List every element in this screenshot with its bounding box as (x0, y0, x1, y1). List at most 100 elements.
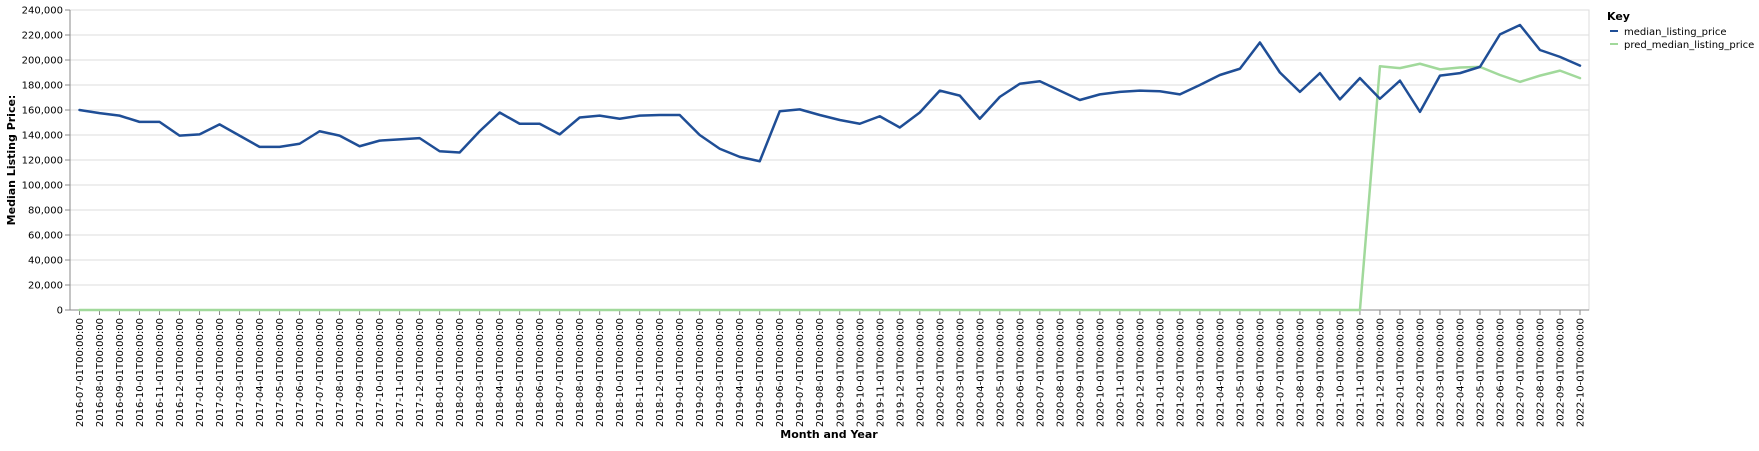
x-tick-label: 2020-12-01T00:00:00 (1135, 318, 1146, 427)
x-tick-label: 2020-08-01T00:00:00 (1055, 318, 1066, 427)
y-tick-label: 200,000 (22, 56, 63, 67)
x-axis: 2016-07-01T00:00:00 2016-08-01T00:00:00 20… (70, 309, 1589, 427)
grid-layer (70, 9, 1589, 311)
x-tick-label: 2022-08-01T00:00:00 (1535, 318, 1546, 427)
x-tick-label: 2019-11-01T00:00:00 (875, 318, 886, 427)
x-tick-label: 2018-03-01T00:00:00 (475, 318, 486, 427)
series-line-pred-median-listing-price (78, 62, 1582, 312)
x-tick-label: 2016-09-01T00:00:00 (115, 318, 126, 427)
x-tick-label: 2017-06-01T00:00:00 (295, 318, 306, 427)
x-tick-label: 2018-08-01T00:00:00 (575, 318, 586, 427)
x-tick-label: 2019-12-01T00:00:00 (895, 318, 906, 427)
x-tick-label: 2018-09-01T00:00:00 (595, 318, 606, 427)
x-tick-label: 2021-07-01T00:00:00 (1275, 318, 1286, 427)
x-tick-label: 2020-03-01T00:00:00 (955, 318, 966, 427)
x-tick-label: 2018-10-01T00:00:00 (615, 318, 626, 427)
x-tick-label: 2017-12-01T00:00:00 (415, 318, 426, 427)
x-tick-label: 2020-04-01T00:00:00 (975, 318, 986, 427)
x-tick-label: 2017-01-01T00:00:00 (195, 318, 206, 427)
x-tick-label: 2021-09-01T00:00:00 (1315, 318, 1326, 427)
legend-label: pred_median_listing_price (1624, 40, 1754, 51)
x-tick-label: 2020-07-01T00:00:00 (1035, 318, 1046, 427)
legend-items: median_listing_price pred_median_listing_… (1610, 27, 1754, 51)
y-tick-label: 220,000 (22, 31, 63, 42)
x-tick-label: 2016-10-01T00:00:00 (135, 318, 146, 427)
x-tick-label: 2018-06-01T00:00:00 (535, 318, 546, 427)
x-tick-label: 2020-01-01T00:00:00 (915, 318, 926, 427)
y-tick-label: 0 (57, 306, 63, 317)
x-tick-label: 2020-05-01T00:00:00 (995, 318, 1006, 427)
x-tick-label: 2021-10-01T00:00:00 (1335, 318, 1346, 427)
legend: Key median_listing_price pred_median_list… (1607, 10, 1754, 51)
legend-title: Key (1607, 10, 1630, 23)
x-tick-label: 2017-04-01T00:00:00 (255, 318, 266, 427)
x-tick-label: 2018-05-01T00:00:00 (515, 318, 526, 427)
y-tick-label: 140,000 (22, 131, 63, 142)
x-tick-label: 2018-07-01T00:00:00 (555, 318, 566, 427)
x-tick-label: 2022-10-01T00:00:00 (1576, 318, 1587, 427)
x-tick-label: 2017-08-01T00:00:00 (335, 318, 346, 427)
x-tick-label: 2022-01-01T00:00:00 (1395, 318, 1406, 427)
x-tick-label: 2018-11-01T00:00:00 (635, 318, 646, 427)
x-tick-label: 2022-07-01T00:00:00 (1515, 318, 1526, 427)
x-tick-label: 2016-07-01T00:00:00 (75, 318, 86, 427)
y-tick-label: 80,000 (28, 206, 63, 217)
x-tick-label: 2021-02-01T00:00:00 (1175, 318, 1186, 427)
x-tick-label: 2019-02-01T00:00:00 (695, 318, 706, 427)
x-tick-label: 2016-08-01T00:00:00 (95, 318, 106, 427)
y-tick-label: 120,000 (22, 156, 63, 167)
x-tick-label: 2019-07-01T00:00:00 (795, 318, 806, 427)
x-tick-label: 2022-04-01T00:00:00 (1455, 318, 1466, 427)
x-tick-label: 2021-12-01T00:00:00 (1375, 318, 1386, 427)
x-tick-label: 2017-03-01T00:00:00 (235, 318, 246, 427)
y-tick-label: 40,000 (28, 256, 63, 267)
y-tick-label: 160,000 (22, 106, 63, 117)
x-tick-label: 2021-08-01T00:00:00 (1295, 318, 1306, 427)
x-tick-label: 2021-06-01T00:00:00 (1255, 318, 1266, 427)
x-tick-label: 2019-01-01T00:00:00 (675, 318, 686, 427)
x-tick-label: 2019-09-01T00:00:00 (835, 318, 846, 427)
x-tick-label: 2019-03-01T00:00:00 (715, 318, 726, 427)
x-tick-label: 2021-03-01T00:00:00 (1195, 318, 1206, 427)
x-tick-label: 2018-01-01T00:00:00 (435, 318, 446, 427)
x-axis-title: Month and Year (780, 428, 878, 441)
x-tick-label: 2022-03-01T00:00:00 (1435, 318, 1446, 427)
y-axis-title: Median Listing Price: (5, 95, 18, 226)
x-tick-label: 2018-02-01T00:00:00 (455, 318, 466, 427)
y-axis: 0 20,000 40,000 60,000 80,000 100,000 120,000 1… (22, 6, 71, 317)
y-tick-label: 240,000 (22, 6, 63, 17)
x-tick-label: 2021-04-01T00:00:00 (1215, 318, 1226, 427)
series-layer (78, 23, 1582, 312)
x-tick-label: 2020-10-01T00:00:00 (1095, 318, 1106, 427)
x-tick-label: 2022-05-01T00:00:00 (1475, 318, 1486, 427)
x-tick-label: 2019-06-01T00:00:00 (775, 318, 786, 427)
x-tick-label: 2016-12-01T00:00:00 (175, 318, 186, 427)
x-tick-label: 2020-11-01T00:00:00 (1115, 318, 1126, 427)
x-tick-label: 2020-02-01T00:00:00 (935, 318, 946, 427)
x-tick-label: 2021-11-01T00:00:00 (1355, 318, 1366, 427)
x-tick-label: 2017-09-01T00:00:00 (355, 318, 366, 427)
y-tick-label: 20,000 (28, 281, 63, 292)
y-tick-label: 100,000 (22, 181, 63, 192)
y-tick-label: 180,000 (22, 81, 63, 92)
x-tick-label: 2022-09-01T00:00:00 (1555, 318, 1566, 427)
x-tick-label: 2017-11-01T00:00:00 (395, 318, 406, 427)
x-tick-label: 2017-07-01T00:00:00 (315, 318, 326, 427)
x-tick-label: 2020-06-01T00:00:00 (1015, 318, 1026, 427)
x-tick-label: 2018-12-01T00:00:00 (655, 318, 666, 427)
x-tick-label: 2016-11-01T00:00:00 (155, 318, 166, 427)
x-tick-label: 2017-02-01T00:00:00 (215, 318, 226, 427)
x-tick-label: 2021-01-01T00:00:00 (1155, 318, 1166, 427)
x-tick-label: 2017-10-01T00:00:00 (375, 318, 386, 427)
x-tick-label: 2022-02-01T00:00:00 (1415, 318, 1426, 427)
legend-label: median_listing_price (1624, 27, 1727, 38)
x-tick-label: 2021-05-01T00:00:00 (1235, 318, 1246, 427)
y-tick-label: 60,000 (28, 231, 63, 242)
x-tick-label: 2019-05-01T00:00:00 (755, 318, 766, 427)
x-tick-label: 2019-08-01T00:00:00 (815, 318, 826, 427)
x-tick-label: 2022-06-01T00:00:00 (1495, 318, 1506, 427)
x-tick-label: 2017-05-01T00:00:00 (275, 318, 286, 427)
x-tick-label: 2019-10-01T00:00:00 (855, 318, 866, 427)
